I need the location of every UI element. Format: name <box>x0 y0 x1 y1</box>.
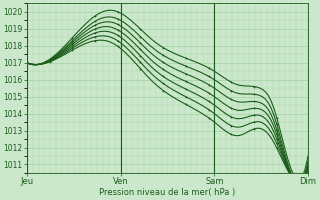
X-axis label: Pression niveau de la mer( hPa ): Pression niveau de la mer( hPa ) <box>99 188 236 197</box>
